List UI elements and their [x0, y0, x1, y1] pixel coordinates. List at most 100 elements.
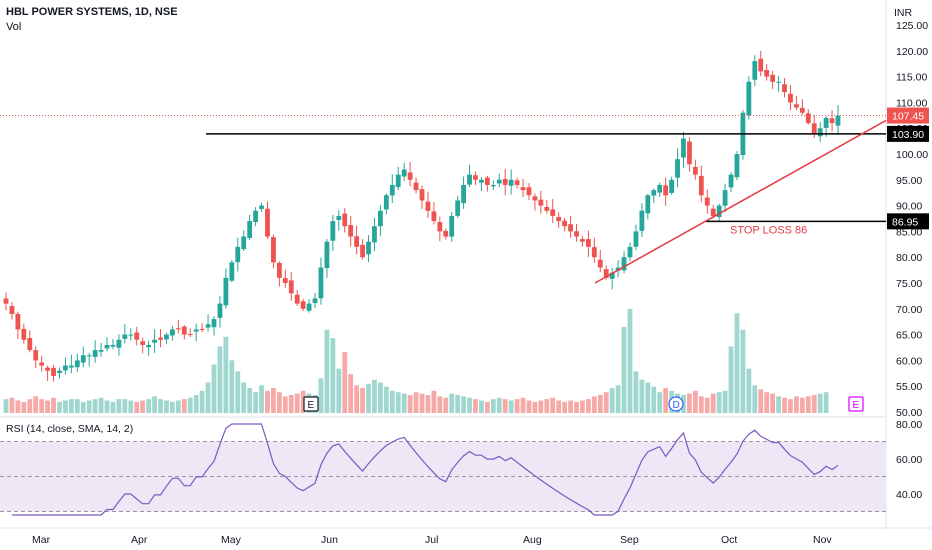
volume-bar [51, 397, 56, 413]
symbol-title: HBL POWER SYSTEMS, 1D, NSE [6, 6, 178, 18]
volume-bar [811, 394, 817, 413]
candle-body [354, 236, 360, 247]
candle-body [657, 184, 663, 193]
price-tick-label: 95.00 [896, 175, 922, 187]
candle-body [520, 187, 526, 191]
volume-label: Vol [6, 21, 22, 33]
event-marker-label: E [853, 400, 860, 411]
candle-body [597, 259, 603, 268]
earnings-marker-icon [303, 396, 319, 412]
volume-bar [318, 378, 324, 413]
candle-body [734, 154, 740, 178]
volume-bar [389, 390, 395, 413]
candle-body [217, 303, 223, 318]
candle-body [389, 184, 395, 196]
volume-bar [710, 393, 716, 413]
candle-body [633, 231, 639, 247]
volume-bar [788, 399, 793, 413]
candle-body [675, 159, 680, 178]
candle-body [627, 246, 633, 258]
candle-body [556, 216, 562, 222]
volume-bar [758, 389, 764, 413]
candle-body [3, 298, 9, 304]
volume-bar [336, 368, 342, 413]
candle-body [728, 174, 734, 188]
candle-body [187, 334, 193, 336]
volume-bar [330, 338, 336, 413]
candle-body [692, 167, 698, 175]
candle-body [681, 138, 686, 158]
candle-body [770, 74, 776, 82]
rsi-line [11, 423, 839, 516]
volume-bar [799, 397, 805, 413]
volume-bar [615, 385, 621, 413]
candle-body [318, 267, 324, 299]
volume-bar [484, 401, 490, 413]
volume-bar [223, 336, 229, 413]
candle-body [152, 339, 157, 343]
candle-body [811, 123, 817, 134]
volume-bar [574, 401, 579, 413]
volume-bar [152, 396, 157, 413]
candle-body [74, 360, 80, 368]
candle-body [805, 113, 811, 124]
candle-body [92, 350, 98, 357]
volume-bar [39, 399, 45, 413]
volume-bar [140, 400, 146, 413]
volume-bar [187, 397, 193, 413]
volume-bar [473, 399, 478, 413]
volume-bar [586, 399, 591, 413]
time-tick-label: Aug [523, 534, 542, 546]
candle-body [140, 341, 146, 345]
candle-body [591, 247, 597, 258]
candle-body [621, 257, 627, 271]
candle-body [788, 93, 793, 103]
dividend-marker-icon [668, 396, 684, 412]
candle-body [645, 195, 651, 214]
candle-body [550, 209, 556, 216]
price-tick-label: 125.00 [896, 20, 928, 32]
volume-bar [235, 371, 241, 413]
volume-bar [425, 394, 431, 413]
candle-body [817, 128, 823, 137]
volume-bar [45, 400, 50, 413]
volume-bar [467, 397, 472, 413]
time-tick-label: Mar [32, 534, 51, 546]
candle-body [170, 329, 175, 336]
volume-bar [556, 400, 562, 413]
candle-body [758, 58, 764, 72]
candle-body [199, 328, 205, 330]
volume-bar [9, 397, 15, 413]
support-tag-bg [887, 213, 929, 230]
price-tick-label: 75.00 [896, 278, 922, 290]
candle-body [401, 169, 407, 177]
resistance-tag: 103.90 [892, 129, 924, 141]
volume-bar [496, 397, 502, 413]
volume-bar [645, 382, 651, 413]
candle-body [15, 313, 21, 330]
candle-body [407, 172, 413, 180]
candle-body [205, 324, 211, 328]
candle-body [574, 231, 579, 237]
volume-bar [74, 399, 80, 413]
volume-bar [300, 390, 306, 413]
volume-bar [639, 379, 645, 413]
candle-body [461, 184, 466, 204]
volume-bar [146, 399, 152, 413]
volume-bar [33, 396, 39, 413]
volume-bar [324, 329, 330, 413]
volume-bar [550, 397, 556, 413]
candle-body [704, 197, 710, 206]
time-tick-label: Sep [620, 534, 639, 546]
volume-bar [366, 383, 371, 413]
candle-body [181, 326, 187, 335]
candle-body [532, 196, 538, 201]
candle-body [716, 205, 722, 217]
volume-bar [282, 396, 288, 413]
candle-body [449, 215, 455, 237]
candle-body [223, 277, 229, 306]
candle-body [9, 306, 15, 314]
time-tick-label: Jun [321, 534, 338, 546]
volume-bar [740, 329, 746, 413]
